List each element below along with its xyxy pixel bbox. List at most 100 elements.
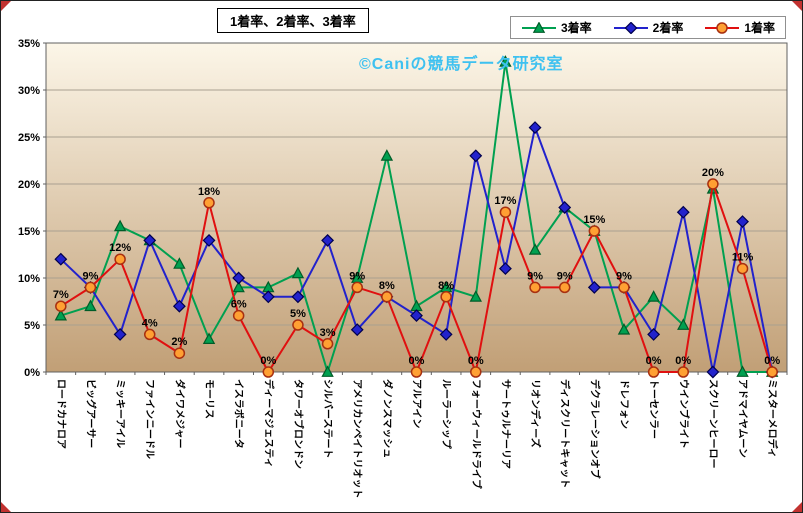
series-point-circle: [588, 225, 601, 237]
x-category-label: タワーオブロンドン: [292, 379, 305, 469]
data-label: 0%: [260, 355, 276, 367]
series-point-diamond: [587, 280, 601, 294]
data-label: 9%: [527, 270, 543, 282]
series-point-diamond: [113, 327, 127, 341]
series-point-diamond: [321, 233, 335, 247]
y-tick-label: 5%: [24, 320, 40, 332]
legend-item-circle: 1着率: [704, 19, 775, 36]
series-point-circle: [618, 281, 630, 294]
series-point-circle: [558, 281, 571, 294]
series-point-triangle: [469, 290, 482, 302]
series-point-circle: [381, 291, 393, 303]
watermark-text: ©Caniの競馬データ研究室: [359, 56, 564, 73]
diamond-line-marker-icon: [613, 21, 648, 34]
x-category-label: ダノンスマッシュ: [381, 379, 394, 458]
series-point-triangle: [84, 299, 97, 312]
legend-label: 2着率: [652, 21, 684, 35]
series-point-circle: [55, 300, 67, 312]
series-point-diamond: [558, 201, 572, 214]
series-point-circle: [440, 291, 452, 303]
x-category-label: ディーマジェスティ: [262, 379, 275, 468]
data-label: 15%: [583, 214, 605, 226]
triangle-line-marker-icon: [522, 21, 556, 33]
series-point-circle: [736, 262, 749, 275]
series-point-triangle: [647, 290, 660, 302]
series-point-diamond: [706, 365, 720, 379]
series-point-triangle: [321, 365, 334, 377]
series-point-diamond: [202, 233, 216, 247]
series-point-diamond: [647, 327, 661, 341]
x-category-label: アドマイヤムーン: [737, 379, 749, 458]
series-point-circle: [499, 206, 512, 218]
corner-mark-bottom-right: [792, 502, 802, 512]
data-label: 9%: [616, 270, 632, 282]
y-tick-label: 20%: [18, 179, 40, 191]
series-point-circle: [143, 328, 156, 341]
data-label: 8%: [438, 280, 454, 292]
series-point-diamond: [676, 205, 690, 219]
series-point-triangle: [617, 323, 631, 335]
series-point-triangle: [54, 308, 68, 321]
x-category-label: ダイワメジャー: [173, 379, 186, 449]
x-category-label: シルバーステート: [322, 379, 334, 459]
series-point-circle: [647, 366, 660, 378]
corner-mark-top-left: [1, 1, 11, 11]
x-category-label: ルーラーシップ: [440, 379, 453, 450]
series-point-triangle: [736, 365, 749, 377]
series-point-diamond: [410, 309, 423, 323]
series-point-triangle: [499, 55, 512, 67]
series-point-circle: [203, 197, 215, 209]
data-label: 8%: [379, 280, 395, 292]
series-point-triangle: [380, 149, 394, 161]
series-point-diamond: [469, 149, 483, 163]
chart-legend: 3着率 2着率 1着率: [510, 16, 786, 39]
series-point-circle: [292, 319, 304, 331]
x-category-label: ドレフォン: [618, 379, 630, 429]
x-category-label: アメリカンペイトリオット: [351, 379, 363, 499]
y-tick-label: 10%: [18, 273, 40, 285]
data-label: 9%: [83, 270, 99, 282]
data-label: 17%: [494, 195, 516, 207]
x-category-label: イスラボニータ: [233, 379, 246, 449]
data-label: 20%: [702, 167, 724, 179]
series-point-circle: [321, 338, 334, 350]
series-point-triangle: [173, 257, 186, 269]
series-point-diamond: [143, 233, 157, 247]
data-label: 0%: [675, 355, 691, 367]
data-label: 0%: [409, 355, 425, 367]
x-category-label: モーリス: [203, 379, 215, 419]
circle-line-marker-icon: [705, 21, 740, 34]
legend-item-diamond: 2着率: [613, 19, 684, 36]
legend-label: 1着率: [744, 21, 775, 35]
x-category-label: スクリーンヒーロー: [707, 379, 719, 469]
x-category-label: ミスターメロディ: [766, 379, 779, 458]
series-point-circle: [410, 366, 423, 378]
x-category-label: ロードカナロア: [55, 379, 67, 449]
series-point-triangle: [202, 332, 216, 344]
data-label: 4%: [142, 317, 158, 329]
x-category-label: サートゥルナーリア: [499, 379, 511, 469]
series-point-circle: [232, 309, 245, 322]
series-point-diamond: [736, 215, 749, 229]
series-point-circle: [707, 178, 719, 190]
x-category-label: ファインニードル: [144, 379, 156, 459]
data-label: 9%: [557, 270, 573, 282]
series-point-diamond: [261, 290, 275, 304]
y-tick-label: 15%: [18, 226, 40, 238]
series-point-circle: [677, 366, 690, 378]
series-point-triangle: [677, 318, 690, 330]
legend-label: 3着率: [561, 21, 592, 35]
x-category-label: ミッキーアイル: [114, 379, 126, 448]
x-category-label: デクラレーションオブ: [588, 379, 601, 479]
series-point-circle: [84, 281, 97, 294]
series-point-diamond: [498, 262, 512, 276]
corner-mark-top-right: [792, 1, 802, 11]
data-label: 11%: [732, 252, 754, 264]
data-label: 0%: [646, 355, 662, 367]
x-category-label: ビッグアーサー: [84, 379, 97, 448]
y-tick-label: 0%: [24, 367, 40, 379]
data-label: 7%: [53, 289, 69, 301]
series-point-diamond: [291, 290, 305, 304]
data-label: 0%: [468, 355, 484, 367]
